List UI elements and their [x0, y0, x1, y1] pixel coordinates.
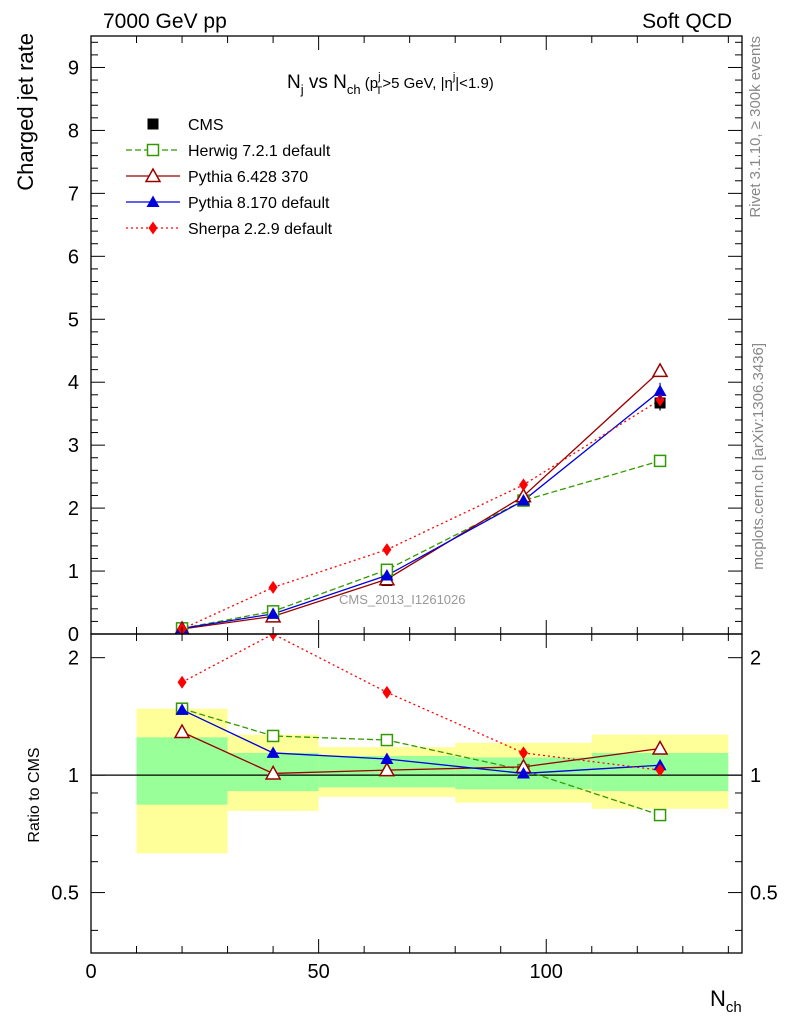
ratio-frame: [90, 633, 743, 954]
legend: CMS Herwig 7.2.1 default Pythia 6.428 370 P…: [126, 117, 333, 238]
ratio-point-sherpa-2-2-9-default: [268, 634, 278, 641]
main-series-group: [174, 362, 669, 634]
point-herwig-7-2-1-default: [653, 454, 667, 468]
legend-marker-cms: [147, 118, 159, 130]
y-axis-label-ratio: Ratio to CMS: [26, 747, 43, 842]
y-tick-label: 9: [68, 57, 79, 79]
ratio-panel: 0 50 100 0.5 0.5 1 1 2 2: [51, 633, 778, 983]
ratio-point-herwig-7-2-1-default: [653, 808, 667, 822]
ratio-point-sherpa-2-2-9-default: [518, 746, 528, 760]
point-sherpa-2-2-9-default: [382, 543, 392, 557]
x-tick-label: 50: [307, 961, 329, 983]
ratio-point-pythia-6-428-370: [173, 723, 191, 739]
point-pythia-6-428-370: [651, 362, 669, 378]
y-tick-label: 5: [68, 309, 79, 331]
ratio-point-sherpa-2-2-9-default: [655, 763, 665, 777]
legend-label: Sherpa 2.2.9 default: [188, 221, 333, 238]
y-tick-label: 7: [68, 183, 79, 205]
uncertainty-band-inner: [136, 737, 228, 805]
analysis-watermark: CMS_2013_I1261026: [339, 592, 466, 607]
point-sherpa-2-2-9-default: [518, 478, 528, 492]
ratio-point-pythia-8-170-default: [175, 703, 189, 715]
x-tick-label: 100: [530, 961, 563, 983]
rivet-label: Rivet 3.1.10, ≥ 300k events: [747, 36, 764, 218]
point-pythia-8-170-default: [266, 607, 280, 619]
x-tick-label: 0: [85, 961, 96, 983]
point-pythia-8-170-default: [516, 494, 530, 506]
x-axis-label: Nch: [710, 986, 742, 1016]
ratio-point-herwig-7-2-1-default: [380, 733, 394, 747]
y-tick-label: 0: [68, 624, 79, 646]
legend-label: CMS: [188, 117, 224, 134]
ratio-series-group: [173, 634, 669, 822]
ratio-y-tick-label: 0.5: [51, 883, 79, 905]
point-sherpa-2-2-9-default: [655, 393, 665, 407]
ratio-point-pythia-8-170-default: [266, 746, 280, 758]
y-tick-label: 3: [68, 435, 79, 457]
ratio-y-tick-label-right: 0.5: [750, 883, 778, 905]
y-tick-label: 8: [68, 120, 79, 142]
legend-label: Herwig 7.2.1 default: [188, 143, 331, 160]
ratio-point-sherpa-2-2-9-default: [177, 675, 187, 689]
ratio-y-tick-label-right: 1: [750, 765, 761, 787]
y-tick-label: 2: [68, 498, 79, 520]
ratio-point-pythia-6-428-370: [651, 739, 669, 755]
ratio-y-tick-label-right: 2: [750, 648, 761, 670]
line-pythia-6-428-370: [181, 370, 661, 630]
y-tick-label: 1: [68, 561, 79, 583]
y-axis-label-main: Charged jet rate: [13, 33, 38, 191]
legend-marker-pythia-6-428-370: [144, 167, 162, 183]
point-pythia-8-170-default: [380, 568, 394, 581]
point-sherpa-2-2-9-default: [268, 580, 278, 594]
mcplots-label: mcplots.cern.ch [arXiv:1306.3436]: [750, 343, 767, 570]
ratio-y-tick-label: 2: [68, 648, 79, 670]
legend-marker-herwig-7-2-1-default: [146, 143, 160, 157]
y-tick-label: 6: [68, 246, 79, 268]
ratio-point-sherpa-2-2-9-default: [382, 685, 392, 699]
main-plot-title: Nj vs Nch (pj T>5 GeV, |ηj|<1.9): [287, 71, 494, 97]
process-label: Soft QCD: [642, 10, 732, 33]
energy-label: 7000 GeV pp: [103, 10, 227, 33]
ratio-point-herwig-7-2-1-default: [266, 729, 280, 743]
main-panel: 0 1 2 3 4 5 6 7 8 9: [68, 35, 743, 953]
y-tick-label: 4: [68, 372, 79, 394]
ratio-point-pythia-8-170-default: [380, 752, 394, 764]
legend-marker-pythia-8-170-default: [146, 195, 160, 207]
ratio-point-pythia-6-428-370: [378, 761, 396, 777]
legend-label: Pythia 6.428 370: [188, 169, 308, 186]
legend-marker-sherpa-2-2-9-default: [148, 221, 158, 235]
ratio-point-pythia-8-170-default: [516, 766, 530, 779]
line-herwig-7-2-1-default: [181, 460, 661, 629]
ratio-y-tick-label: 1: [68, 765, 79, 787]
legend-label: Pythia 8.170 default: [188, 195, 330, 212]
line-sherpa-2-2-9-default: [181, 399, 661, 630]
ratio-point-pythia-6-428-370: [264, 764, 282, 780]
